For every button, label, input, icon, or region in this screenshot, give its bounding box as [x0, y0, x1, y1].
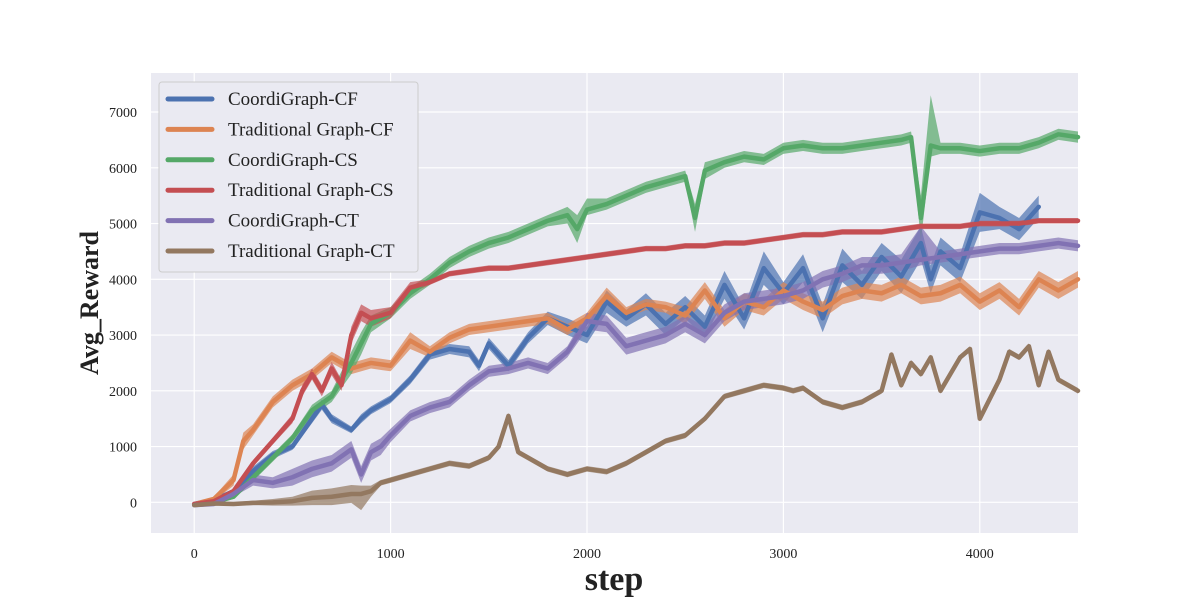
y-tick-label: 6000 [109, 162, 137, 177]
legend-label-coordigraph-ct: CoordiGraph-CT [228, 211, 359, 232]
legend-label-coordigraph-cf: CoordiGraph-CF [228, 89, 358, 110]
x-tick-label: 3000 [769, 547, 797, 562]
x-tick-labels: 0 1000 2000 3000 4000 [191, 547, 994, 562]
y-tick-label: 0 [130, 496, 137, 511]
y-tick-label: 2000 [109, 385, 137, 400]
legend-label-traditional-graph-cf: Traditional Graph-CF [228, 119, 394, 140]
series-lines [191, 132, 1081, 508]
y-tick-labels: 0 1000 2000 3000 4000 5000 6000 7000 [109, 106, 137, 511]
x-tick-label: 4000 [966, 547, 994, 562]
line-traditional-graph-ct [191, 343, 1081, 508]
legend-box [158, 81, 419, 273]
legend-label-traditional-graph-cs: Traditional Graph-CS [228, 180, 394, 201]
legend-label-coordigraph-cs: CoordiGraph-CS [228, 150, 358, 171]
y-tick-label: 3000 [109, 329, 137, 344]
y-tick-label: 5000 [109, 218, 137, 233]
line-coordigraph-ct [191, 240, 1081, 508]
x-tick-label: 2000 [573, 547, 601, 562]
line-coordigraph-cs [191, 132, 1081, 507]
line-coordigraph-cf [191, 204, 1041, 507]
y-tick-label: 7000 [109, 106, 137, 121]
legend: CoordiGraph-CF Traditional Graph-CF Coordi… [158, 81, 419, 273]
line-traditional-graph-cs [191, 218, 1081, 507]
x-axis-title: step [585, 561, 644, 598]
x-tick-label: 0 [191, 547, 198, 562]
y-tick-label: 1000 [109, 441, 137, 456]
legend-label-traditional-graph-ct: Traditional Graph-CT [228, 241, 395, 262]
y-tick-label: 4000 [109, 273, 137, 288]
y-axis-title: Avg_Reward [75, 230, 104, 374]
x-tick-label: 1000 [377, 547, 405, 562]
line-traditional-graph-cf [191, 277, 1081, 507]
